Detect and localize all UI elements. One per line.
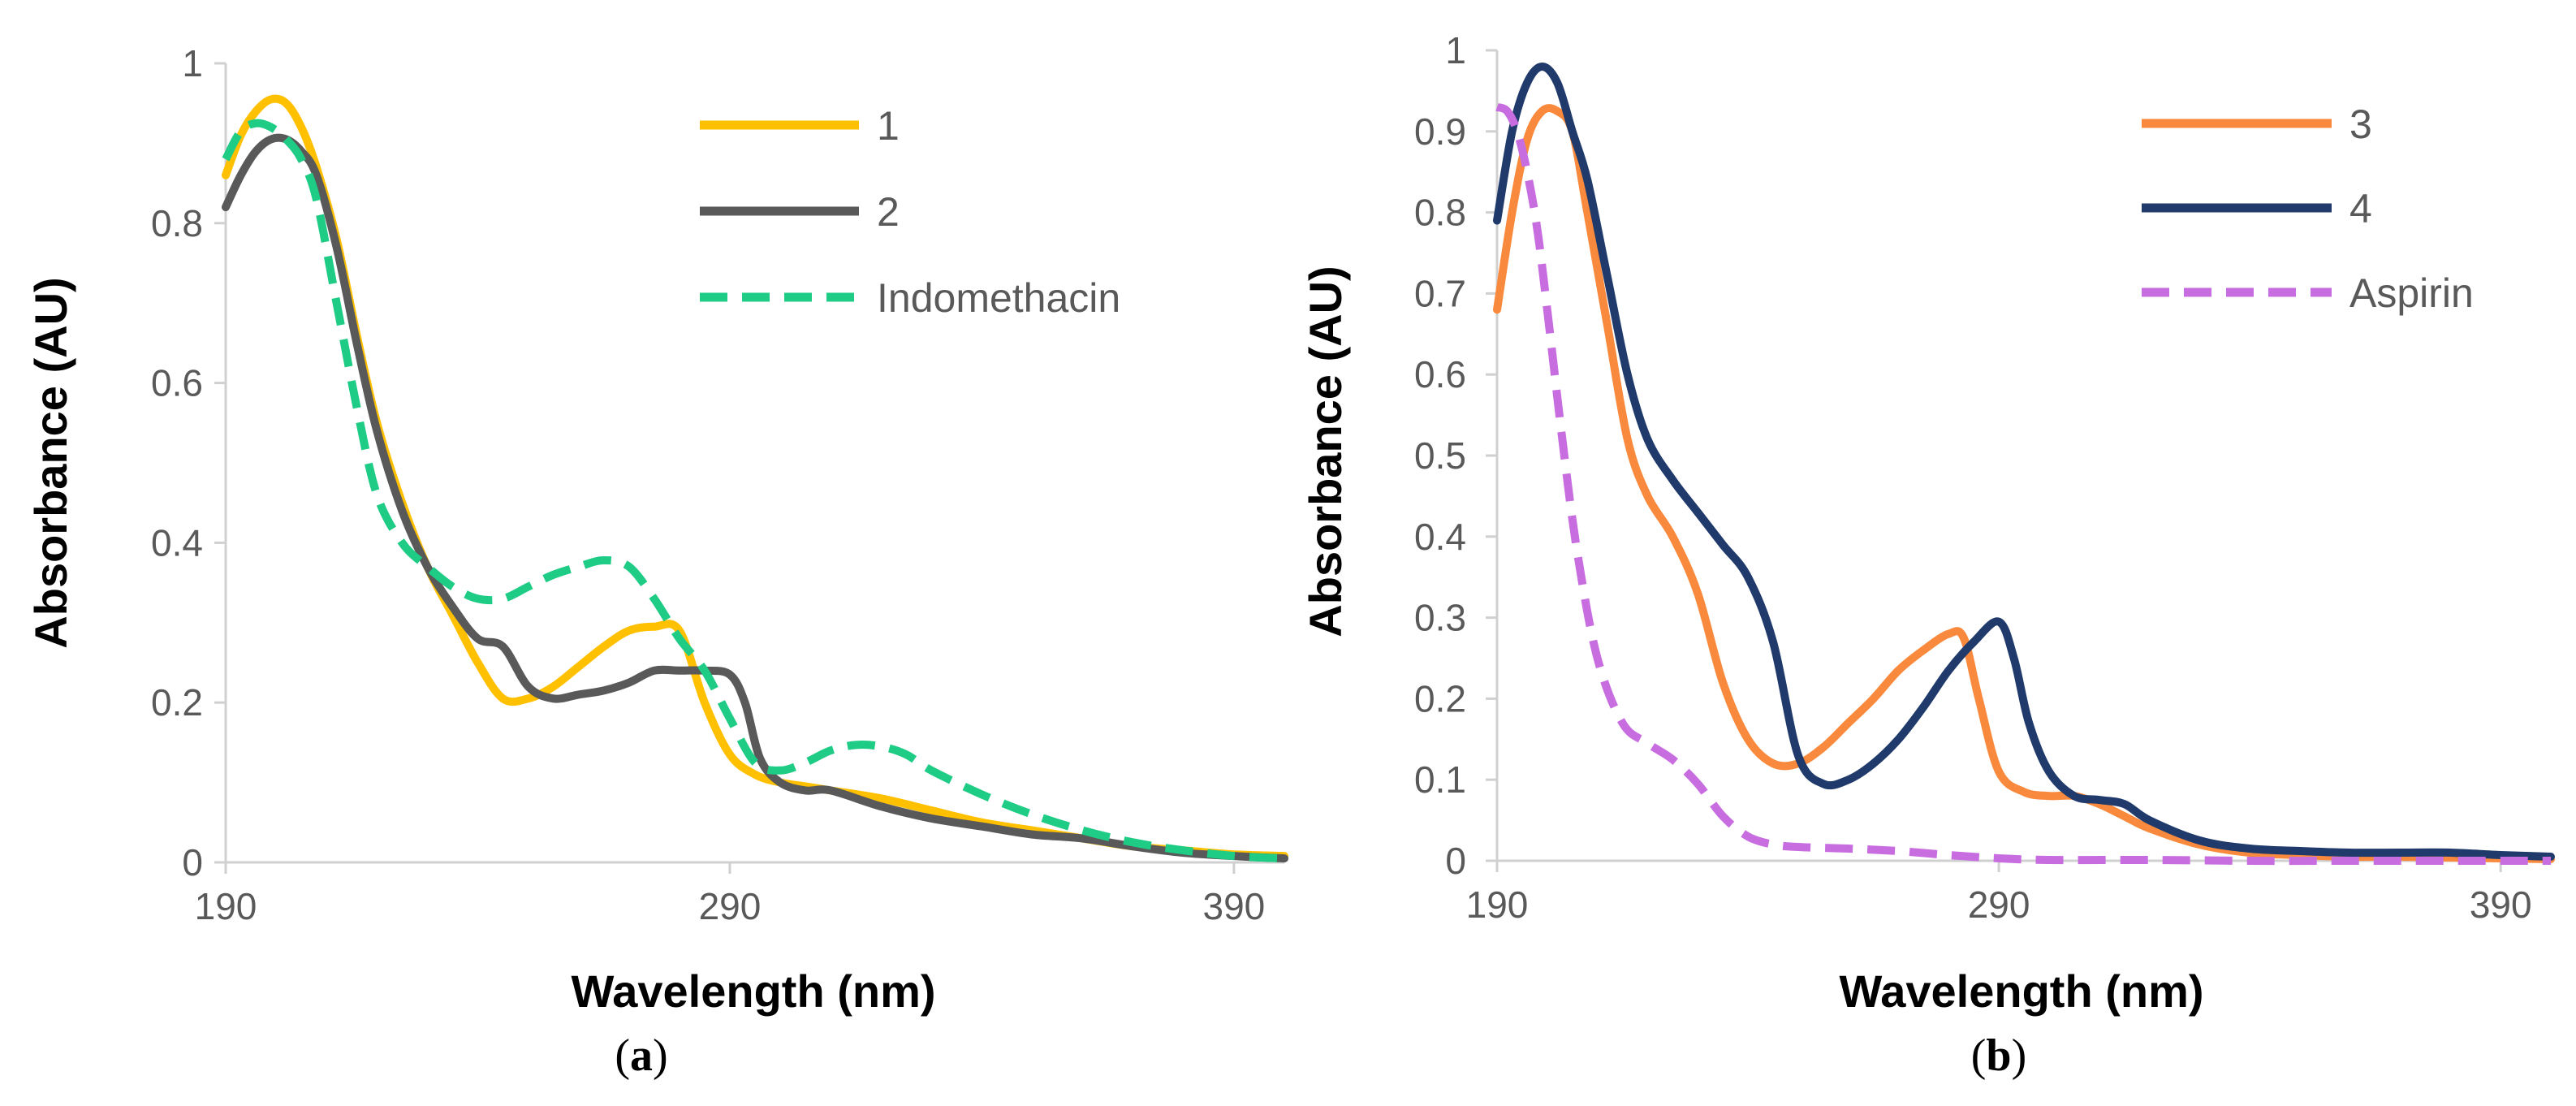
panel-b-x-tick-label: 290 xyxy=(1968,884,2030,926)
panel-a-x-ticks: 190 290 390 xyxy=(195,862,1266,927)
panel-b-y-tick-label: 0.6 xyxy=(1414,353,1466,395)
legend-label-3: 3 xyxy=(2349,102,2372,147)
series-line-indomethacin xyxy=(222,119,1285,863)
panel-b-y-ticks: 0 0.1 0.2 0.3 0.4 0.5 0.6 0.7 0.8 0.9 1 xyxy=(1414,29,1497,882)
legend-entry-2: 2 xyxy=(700,189,900,235)
panel-b-label: (b) xyxy=(1971,1030,2026,1081)
panel-a-chart: 0 0.2 0.4 0.6 0.8 1 190 290 390 1 2 Indomethaci… xyxy=(25,42,1288,1081)
panel-b-x-ticks: 190 290 390 xyxy=(1466,861,2532,926)
panel-a-y-tick-label: 0.6 xyxy=(151,362,203,404)
legend-entry-indomethacin: Indomethacin xyxy=(700,275,1120,321)
panel-a-y-tick-label: 0.4 xyxy=(151,521,203,564)
panel-b-y-tick-label: 0 xyxy=(1445,840,1466,882)
panel-b-x-tick-label: 190 xyxy=(1466,884,1529,926)
legend-label-2: 2 xyxy=(877,189,900,235)
legend-entry-4: 4 xyxy=(2142,186,2372,231)
panel-a-y-tick-label: 0.8 xyxy=(151,202,203,244)
panel-b-y-tick-label: 0.5 xyxy=(1414,434,1466,477)
series-line-aspirin xyxy=(1495,103,2551,866)
panel-b-y-tick-label: 0.3 xyxy=(1414,597,1466,639)
panel-b-x-tick-label: 390 xyxy=(2470,884,2532,926)
legend-label-aspirin: Aspirin xyxy=(2349,270,2474,316)
panel-b-y-tick-label: 0.8 xyxy=(1414,192,1466,234)
panel-b-x-axis-title: Wavelength (nm) xyxy=(1839,966,2203,1017)
legend-entry-aspirin: Aspirin xyxy=(2142,270,2474,316)
panel-b-y-axis-title: Absorbance (AU) xyxy=(1300,266,1351,637)
panel-b-y-tick-label: 0.9 xyxy=(1414,110,1466,153)
legend-label-indomethacin: Indomethacin xyxy=(877,275,1120,321)
panel-a-y-axis-title: Absorbance (AU) xyxy=(25,277,76,648)
series-line-4 xyxy=(1493,63,2555,861)
panel-a-letter: a xyxy=(630,1030,653,1081)
panel-b-y-tick-label: 0.2 xyxy=(1414,677,1466,719)
panel-b-y-tick-label: 0.7 xyxy=(1414,272,1466,314)
panel-a-y-tick-label: 0.2 xyxy=(151,681,203,724)
legend-label-4: 4 xyxy=(2349,186,2372,231)
panel-b-letter: b xyxy=(1986,1030,2011,1081)
panel-b-y-tick-label: 0.4 xyxy=(1414,516,1466,558)
panel-a-y-tick-label: 1 xyxy=(182,42,203,84)
series-line-2 xyxy=(222,133,1288,863)
panel-a-y-ticks: 0 0.2 0.4 0.6 0.8 1 xyxy=(151,42,226,884)
panel-b-series xyxy=(1493,63,2555,866)
panel-a-label: (a) xyxy=(615,1030,667,1081)
panel-b-y-tick-label: 0.1 xyxy=(1414,758,1466,801)
panel-a-series xyxy=(222,94,1288,863)
legend-entry-3: 3 xyxy=(2142,102,2372,147)
legend-label-1: 1 xyxy=(877,103,900,149)
panel-a-x-tick-label: 290 xyxy=(699,885,762,927)
panel-a-x-axis-title: Wavelength (nm) xyxy=(571,966,935,1017)
panel-b-chart: 00.10.20.30.40.50.60.70.80.91 190 290 390 … xyxy=(1300,29,2555,1081)
panel-a-x-tick-label: 390 xyxy=(1203,885,1266,927)
legend-entry-1: 1 xyxy=(700,103,900,149)
panel-a-y-tick-label: 0 xyxy=(182,841,203,884)
panel-a-axes xyxy=(224,63,1284,864)
panel-b-legend: 3 4 Aspirin xyxy=(2142,102,2474,316)
panel-a-legend: 1 2 Indomethacin xyxy=(700,103,1120,321)
panel-b-y-tick-label: 1 xyxy=(1445,29,1466,71)
panel-a-x-tick-label: 190 xyxy=(195,885,257,927)
